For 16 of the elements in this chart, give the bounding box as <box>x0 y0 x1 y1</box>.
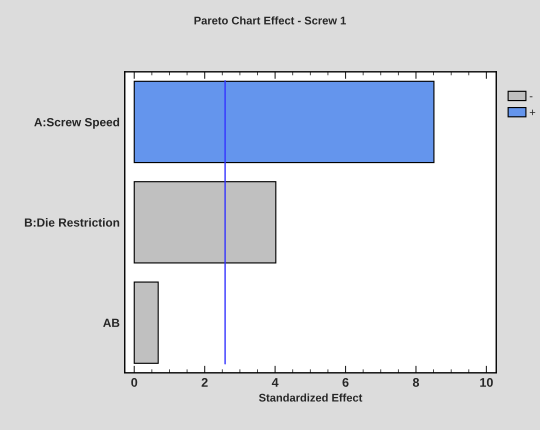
x-tick-label: 6 <box>342 378 349 387</box>
chart-title: Pareto Chart Effect - Screw 1 <box>194 16 346 24</box>
x-tick-label: 10 <box>480 378 493 387</box>
y-tick-label: B:Die Restriction <box>24 218 120 227</box>
bar <box>134 80 434 164</box>
bar <box>134 181 276 264</box>
x-tick-label: 2 <box>202 378 208 387</box>
x-tick-label: 8 <box>412 378 420 387</box>
x-tick-label: 0 <box>131 378 138 387</box>
x-axis-title: Standardized Effect <box>258 393 362 402</box>
legend-label: + <box>530 110 536 116</box>
y-tick-label: A:Screw Speed <box>34 118 120 129</box>
x-tick-label: 4 <box>272 378 279 387</box>
bar <box>134 281 159 364</box>
y-tick-label: AB <box>103 318 120 327</box>
legend-label: - <box>530 96 532 98</box>
